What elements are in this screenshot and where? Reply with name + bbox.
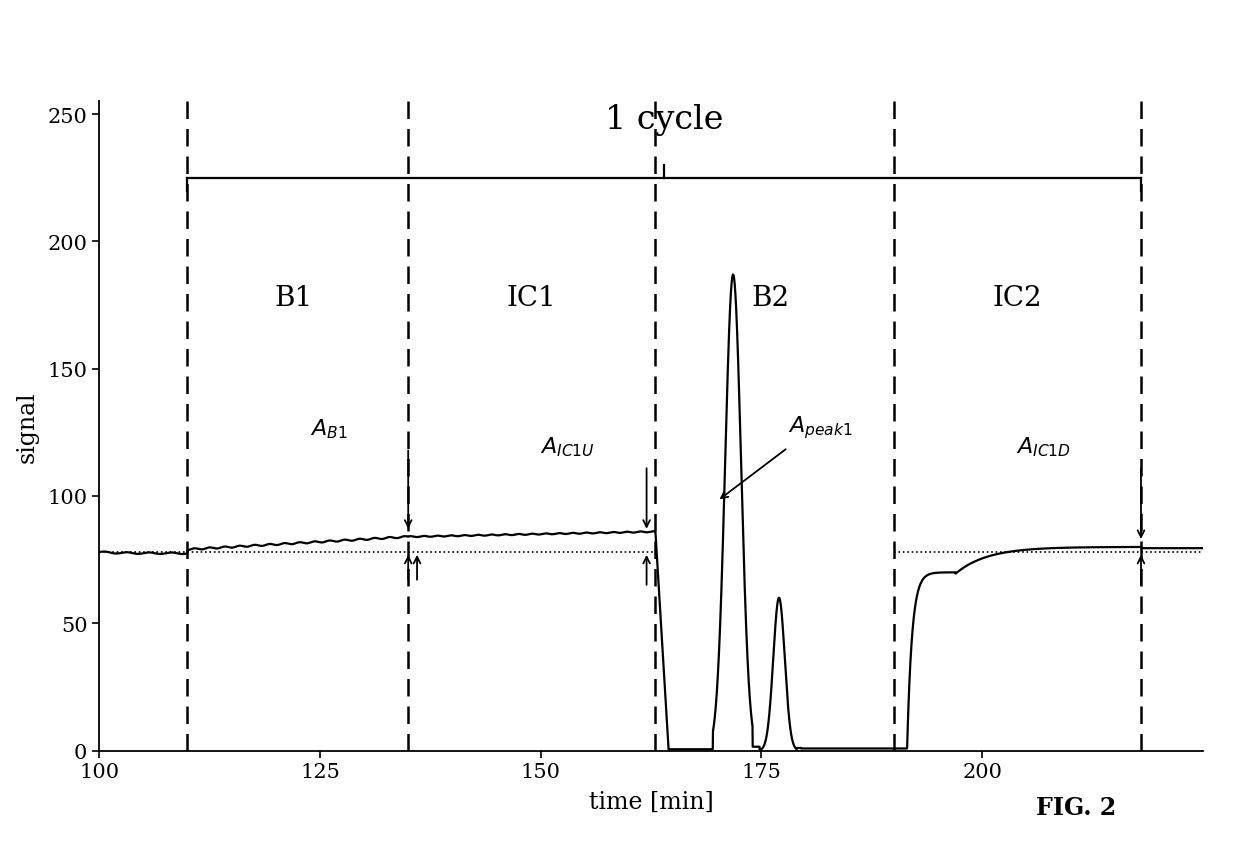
Y-axis label: signal: signal: [16, 391, 38, 462]
Text: 1 cycle: 1 cycle: [605, 103, 723, 136]
X-axis label: time [min]: time [min]: [589, 790, 713, 813]
Text: B1: B1: [274, 285, 312, 311]
Text: IC1: IC1: [507, 285, 557, 311]
Text: FIG. 2: FIG. 2: [1035, 795, 1116, 819]
Text: IC2: IC2: [992, 285, 1042, 311]
Text: $\mathit{A}_{peak1}$: $\mathit{A}_{peak1}$: [787, 414, 853, 440]
Text: $\mathit{A}_{IC1U}$: $\mathit{A}_{IC1U}$: [539, 435, 594, 458]
Text: $\mathit{A}_{B1}$: $\mathit{A}_{B1}$: [310, 417, 347, 440]
Text: $\mathit{A}_{IC1D}$: $\mathit{A}_{IC1D}$: [1017, 435, 1071, 458]
Text: B2: B2: [751, 285, 789, 311]
